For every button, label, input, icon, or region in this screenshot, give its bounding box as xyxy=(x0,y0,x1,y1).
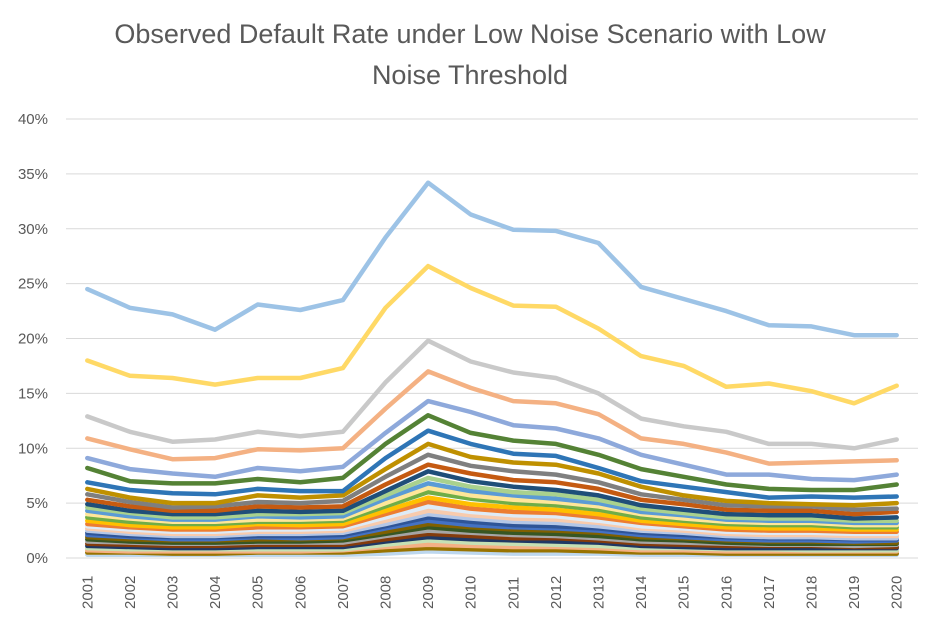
x-tick-label: 2002 xyxy=(122,576,139,609)
x-tick-label: 2017 xyxy=(761,576,778,609)
series-line xyxy=(85,338,899,451)
series-lines xyxy=(85,180,899,557)
x-axis: 2001 2002 2003 2004 2005 2006 2007 2008 2009 2010… xyxy=(66,557,918,609)
x-tick-label: 2009 xyxy=(420,576,437,609)
series-line xyxy=(85,495,899,532)
x-tick-label: 2004 xyxy=(207,576,224,609)
x-tick-label: 2011 xyxy=(505,577,522,609)
y-tick-label: 5% xyxy=(26,495,48,512)
x-tick-label: 2012 xyxy=(548,576,565,609)
y-tick-label: 30% xyxy=(18,221,48,238)
x-tick-label: 2008 xyxy=(378,576,395,609)
y-axis: 0% 5% 10% 15% 20% 25% 30% 35% 40% xyxy=(18,111,48,567)
series-line xyxy=(85,413,899,493)
y-tick-label: 40% xyxy=(18,111,48,128)
x-tick-label: 2005 xyxy=(250,576,267,609)
x-tick-label: 2015 xyxy=(676,576,693,609)
y-tick-label: 15% xyxy=(18,385,48,402)
x-tick-label: 2019 xyxy=(846,576,863,609)
y-tick-label: 35% xyxy=(18,166,48,183)
y-tick-label: 20% xyxy=(18,331,48,348)
chart-title: Observed Default Rate under Low Noise Sc… xyxy=(0,14,940,96)
x-tick-label: 2013 xyxy=(591,576,608,609)
x-tick-label: 2001 xyxy=(79,576,96,609)
chart-title-line-1: Observed Default Rate under Low Noise Sc… xyxy=(114,19,826,49)
series-line xyxy=(85,475,899,523)
series-line xyxy=(85,263,899,406)
x-tick-label: 2018 xyxy=(804,576,821,609)
x-tick-label: 2014 xyxy=(633,576,650,609)
x-tick-label: 2003 xyxy=(165,576,182,609)
y-tick-label: 10% xyxy=(18,440,48,457)
x-tick-label: 2006 xyxy=(292,576,309,609)
y-tick-label: 25% xyxy=(18,276,48,293)
series-line xyxy=(85,462,899,517)
series-line xyxy=(85,180,899,338)
y-tick-label: 0% xyxy=(26,550,48,567)
series-line xyxy=(85,398,899,483)
x-tick-label: 2010 xyxy=(463,576,480,609)
series-line xyxy=(85,441,899,508)
x-tick-label: 2020 xyxy=(889,576,906,609)
series-line xyxy=(85,452,899,512)
x-tick-label: 2016 xyxy=(718,576,735,609)
series-line xyxy=(85,369,899,466)
series-line xyxy=(85,469,899,521)
x-tick-label: 2007 xyxy=(335,576,352,609)
series-line xyxy=(85,428,899,500)
chart-title-line-2: Noise Threshold xyxy=(371,60,569,90)
